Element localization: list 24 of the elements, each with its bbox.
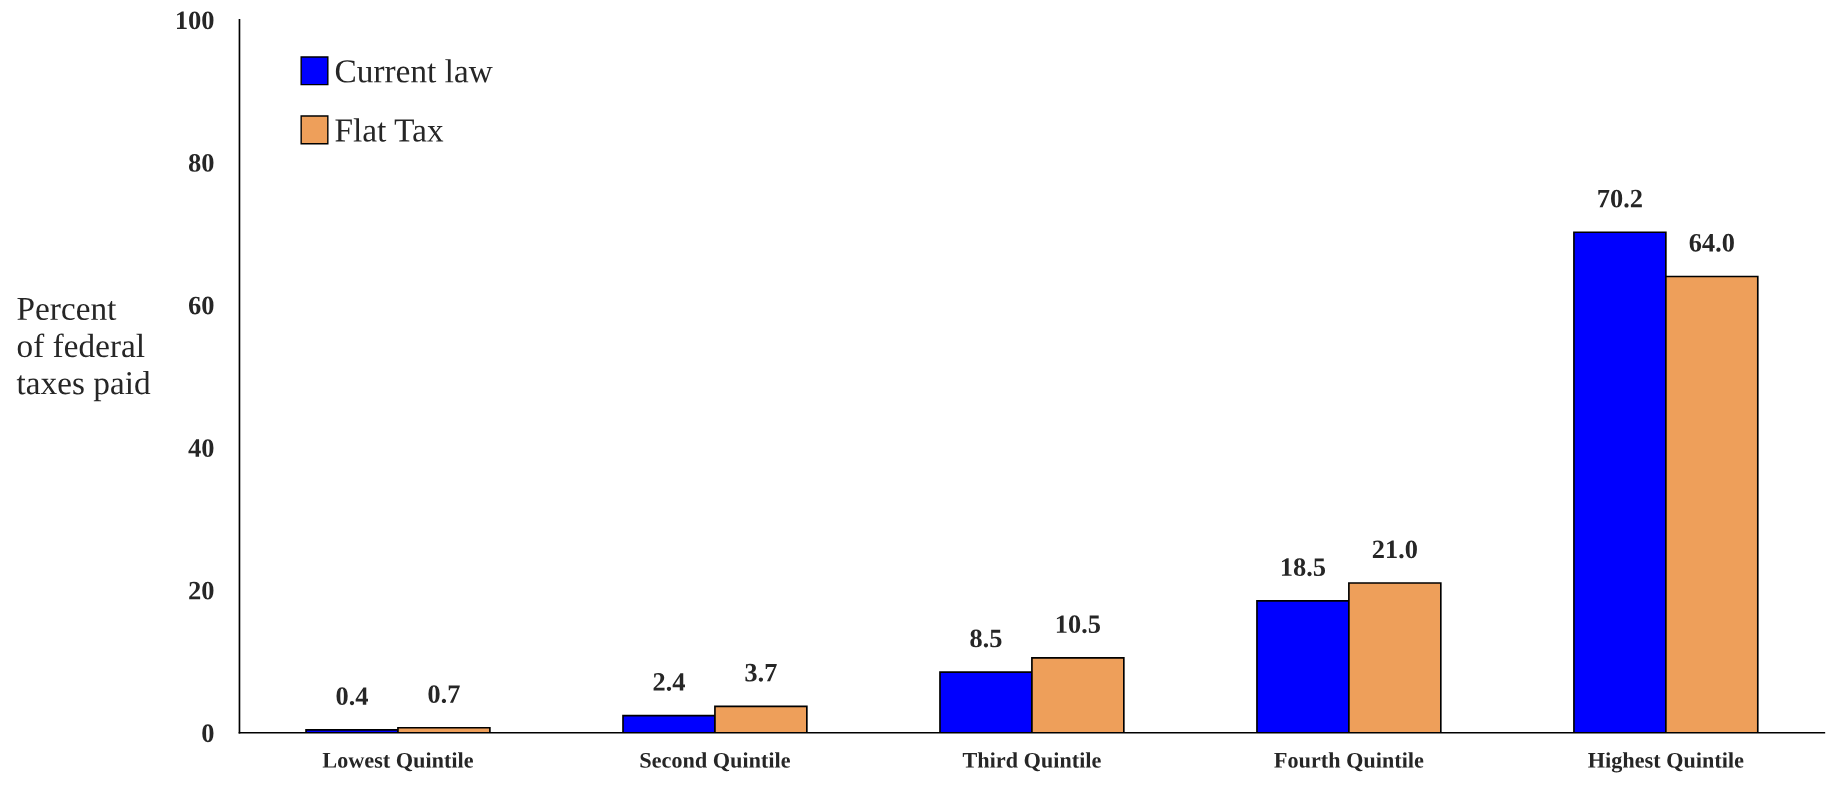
- y-tick-label: 80: [188, 154, 214, 172]
- y-axis-title: Percent of federal taxes paid: [16, 297, 151, 402]
- x-tick-label: Lowest Quintile: [322, 752, 473, 772]
- data-label: 8.5: [970, 629, 1002, 648]
- legend-label: Current law: [335, 59, 493, 83]
- y-tick-label: 100: [177, 11, 214, 30]
- x-tick-label: Second Quintile: [640, 752, 790, 772]
- data-label: 2.4: [653, 673, 685, 691]
- y-tick-label: 60: [188, 296, 214, 315]
- data-label: 64.0: [1689, 233, 1734, 252]
- data-label: 0.4: [336, 687, 368, 706]
- data-label: 0.7: [428, 685, 460, 704]
- x-tick-label: Fourth Quintile: [1274, 752, 1424, 772]
- x-tick-label: Highest Quintile: [1588, 752, 1744, 773]
- legend-label: Flat Tax: [335, 118, 444, 142]
- data-label: 10.5: [1056, 615, 1100, 634]
- data-label: 3.7: [745, 663, 777, 682]
- data-label: 70.2: [1598, 189, 1642, 208]
- y-tick-label: 0: [202, 724, 214, 743]
- y-tick-label: 40: [188, 439, 214, 457]
- data-label: 18.5: [1281, 558, 1326, 577]
- y-tick-label: 20: [189, 581, 214, 600]
- data-label: 21.0: [1372, 540, 1417, 559]
- x-tick-label: Third Quintile: [962, 752, 1101, 772]
